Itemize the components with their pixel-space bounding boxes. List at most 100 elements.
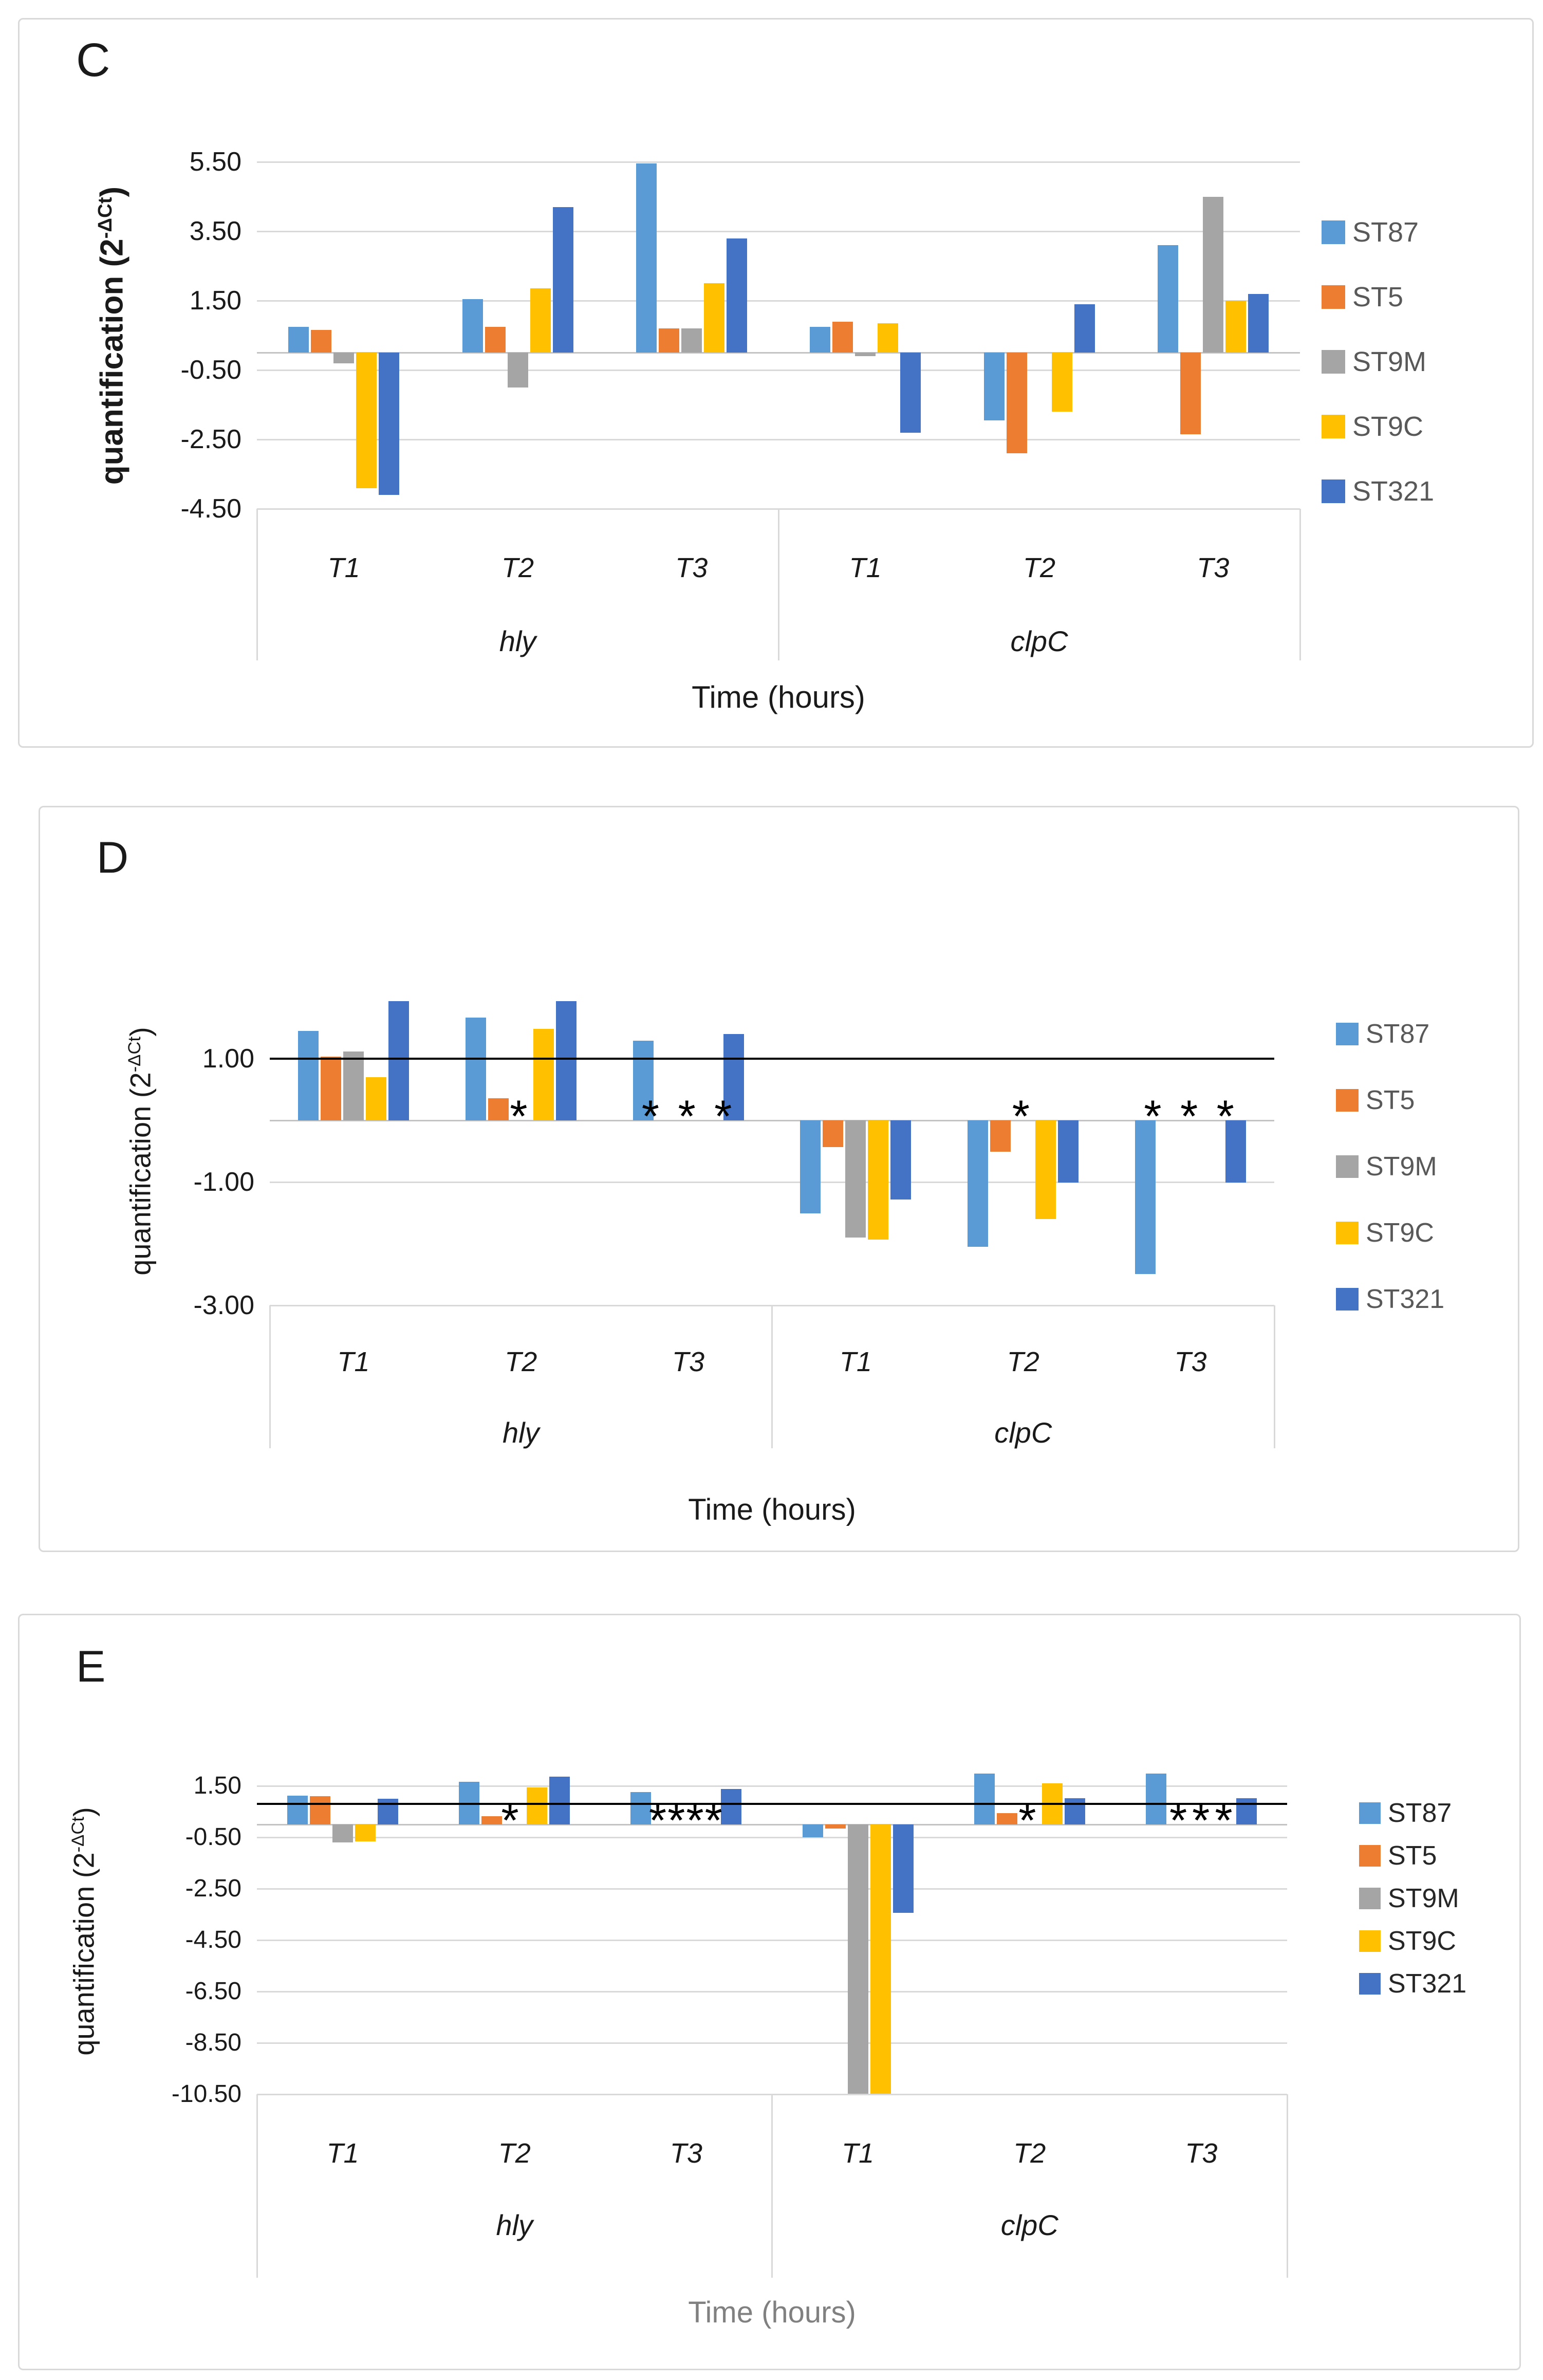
legend-label: ST9C [1388, 1926, 1456, 1956]
bar-ST87-clpC-T2 [983, 353, 1005, 420]
legend-item-ST87: ST87 [1322, 217, 1419, 248]
legend-label: ST9C [1366, 1218, 1434, 1248]
panel-c-box [18, 18, 1534, 748]
legend-item-ST9C: ST9C [1322, 411, 1423, 442]
y-tick-label: 1.00 [202, 1043, 254, 1074]
time-label: T1 [337, 1346, 370, 1377]
x-axis-zero-line [257, 1823, 1287, 1825]
bar-ST321-hly-T1 [388, 1001, 409, 1120]
category-table-divider [1299, 509, 1301, 660]
bar-ST321-hly-T3 [721, 1789, 742, 1824]
bar-ST321-hly-T1 [378, 1798, 399, 1824]
category-table-divider [777, 509, 779, 660]
bar-ST5-hly-T1 [310, 1796, 331, 1824]
gridline [257, 1888, 1287, 1890]
legend-label: ST5 [1352, 282, 1404, 312]
bar-ST321-hly-T1 [379, 353, 400, 495]
bar-ST5-hly-T1 [311, 330, 332, 353]
significance-asterisks: * [1012, 1091, 1030, 1141]
bar-ST9C-hly-T2 [530, 288, 551, 353]
significance-asterisks: * [1018, 1795, 1036, 1846]
bar-ST87-clpC-T2 [974, 1774, 995, 1824]
legend-item-ST87: ST87 [1336, 1019, 1430, 1049]
bar-ST321-hly-T2 [555, 1001, 577, 1120]
reference-line [257, 1803, 1287, 1805]
significance-asterisks: **** [648, 1795, 723, 1846]
bar-ST87-hly-T1 [287, 1796, 308, 1824]
bar-ST5-hly-T2 [488, 1098, 509, 1120]
significance-asterisks: * * * [641, 1091, 735, 1141]
gene-label: clpC [994, 1416, 1052, 1449]
time-label: T3 [1174, 1346, 1207, 1377]
bar-ST321-clpC-T3 [1236, 1798, 1257, 1824]
time-label: T2 [1007, 1346, 1039, 1377]
legend-swatch-ST5-icon [1322, 285, 1345, 309]
legend-label: ST87 [1352, 217, 1419, 248]
x-axis-zero-line [257, 352, 1300, 354]
bar-ST87-clpC-T1 [800, 1120, 821, 1214]
bar-ST9M-clpC-T1 [855, 353, 876, 356]
bar-ST5-hly-T2 [485, 326, 506, 353]
bar-ST87-hly-T3 [636, 163, 657, 353]
bar-ST9C-hly-T1 [365, 1077, 386, 1120]
significance-asterisks: * [510, 1091, 528, 1141]
panel-label-e: E [76, 1642, 106, 1691]
bar-ST9M-hly-T3 [681, 328, 702, 353]
legend-swatch-ST9C-icon [1322, 415, 1345, 438]
bar-ST321-hly-T3 [723, 1034, 744, 1120]
gridline [257, 369, 1300, 371]
time-label: T2 [498, 2138, 531, 2169]
bar-ST9C-clpC-T1 [868, 1120, 889, 1240]
legend-label: ST9M [1366, 1152, 1437, 1182]
bar-ST9C-hly-T2 [527, 1787, 548, 1824]
x-axis-title: Time (hours) [692, 680, 865, 714]
legend-swatch-ST9C-icon [1336, 1222, 1359, 1244]
time-label: T1 [839, 1346, 872, 1377]
time-label: T2 [1023, 552, 1055, 583]
gridline [257, 2042, 1287, 2044]
time-label: T1 [849, 552, 882, 583]
x-axis-title: Time (hours) [688, 2296, 856, 2329]
time-label: T1 [327, 552, 360, 583]
legend-item-ST5: ST5 [1359, 1841, 1437, 1871]
bar-ST87-hly-T3 [630, 1792, 652, 1824]
legend-label: ST9M [1388, 1884, 1459, 1913]
bar-ST321-clpC-T2 [1058, 1120, 1079, 1183]
bar-ST5-clpC-T1 [825, 1824, 846, 1829]
bar-ST87-hly-T1 [298, 1031, 319, 1120]
bar-ST321-clpC-T1 [893, 1824, 914, 1913]
bar-ST321-hly-T3 [726, 238, 747, 353]
legend-swatch-ST9M-icon [1359, 1888, 1381, 1909]
bar-ST9C-clpC-T2 [1051, 353, 1072, 412]
bar-ST9M-clpC-T3 [1202, 196, 1223, 353]
legend-item-ST5: ST5 [1322, 282, 1404, 312]
panel-label-d: D [97, 833, 129, 882]
category-table-divider [1273, 1305, 1275, 1448]
y-tick-label: -4.50 [180, 493, 241, 524]
legend-label: ST87 [1366, 1019, 1430, 1049]
bar-ST9M-hly-T2 [507, 353, 528, 388]
gridline [257, 1785, 1287, 1787]
bar-ST87-clpC-T3 [1145, 1774, 1166, 1824]
time-label: T2 [505, 1346, 537, 1377]
y-tick-label: -1.00 [193, 1167, 254, 1197]
bar-ST9M-hly-T1 [332, 1824, 354, 1842]
gene-label: hly [499, 625, 536, 657]
bar-ST87-hly-T3 [633, 1041, 654, 1120]
category-table-divider [771, 1305, 773, 1448]
bar-ST87-clpC-T2 [968, 1120, 989, 1247]
time-label: T3 [672, 1346, 705, 1377]
bar-ST9C-hly-T1 [356, 353, 377, 488]
legend-swatch-ST9M-icon [1322, 350, 1345, 374]
gene-label: hly [502, 1416, 540, 1449]
bar-ST87-hly-T2 [462, 299, 483, 353]
gene-label: hly [496, 2209, 533, 2241]
y-tick-label: -2.50 [180, 424, 241, 454]
bar-ST5-hly-T2 [481, 1816, 503, 1824]
x-axis-zero-line [270, 1119, 1274, 1121]
legend-swatch-ST5-icon [1336, 1089, 1359, 1112]
panel-label-c: C [76, 34, 110, 86]
legend-item-ST9C: ST9C [1336, 1218, 1434, 1248]
y-axis-title-end: ) [67, 1806, 100, 1817]
